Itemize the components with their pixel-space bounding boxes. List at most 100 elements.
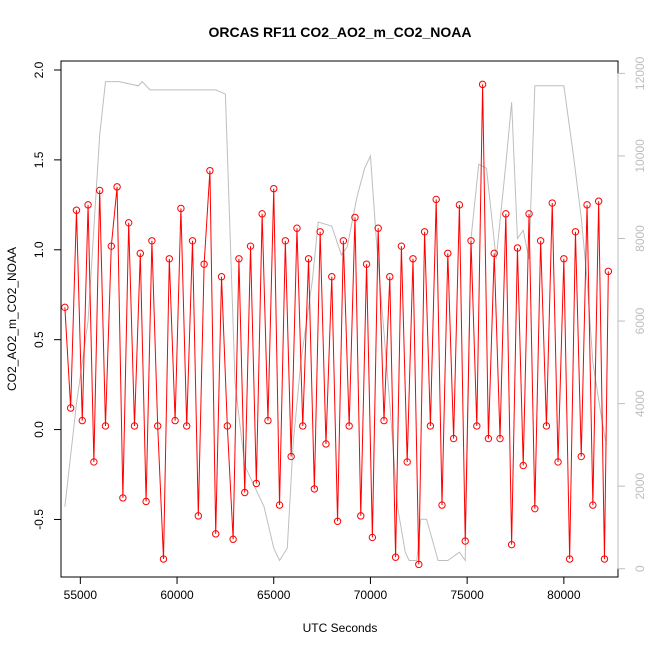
data-point: [467, 237, 475, 245]
data-point: [386, 273, 394, 281]
data-point: [403, 458, 411, 466]
data-point: [316, 228, 324, 236]
data-point: [554, 458, 562, 466]
data-point: [328, 273, 336, 281]
x-tick-label: 65000: [257, 588, 291, 602]
data-point: [531, 504, 539, 513]
data-point: [95, 186, 104, 195]
y-tick-label: 0.5: [32, 331, 46, 348]
data-point: [536, 237, 545, 245]
data-point: [513, 244, 522, 252]
data-point: [420, 228, 429, 236]
co2-difference-series: [61, 80, 613, 569]
data-point: [270, 184, 278, 193]
right-axis: 0 2000 4000 6000 8000 10000 12000: [617, 56, 647, 572]
y2-tick-label: 2000: [633, 473, 647, 500]
data-point: [542, 422, 551, 430]
data-point: [124, 219, 133, 227]
data-point: [177, 204, 185, 213]
y-tick-label: 1.5: [32, 151, 46, 168]
data-point: [577, 452, 585, 461]
data-point: [107, 242, 115, 250]
data-point: [502, 210, 510, 218]
y2-tick-label: 12000: [633, 56, 647, 90]
data-point: [525, 210, 533, 218]
data-point: [299, 422, 307, 430]
data-point: [84, 201, 92, 209]
y2-tick-label: 6000: [633, 307, 647, 334]
data-point: [461, 537, 469, 545]
data-point: [275, 501, 284, 509]
data-point: [600, 555, 609, 563]
data-point: [426, 422, 435, 430]
data-point: [357, 512, 365, 520]
data-point: [604, 267, 613, 276]
data-point: [183, 422, 191, 430]
data-point: [194, 512, 203, 520]
y2-tick-label: 0: [633, 565, 647, 572]
data-point: [130, 422, 139, 430]
data-point: [583, 201, 591, 209]
data-point: [362, 260, 371, 268]
data-point: [90, 458, 98, 466]
data-point: [293, 224, 301, 232]
data-point: [548, 199, 556, 207]
data-point: [142, 497, 150, 506]
data-point: [148, 237, 156, 245]
x-tick-label: 80000: [547, 588, 581, 602]
data-point: [235, 255, 243, 263]
data-point: [507, 540, 516, 549]
x-tick-label: 75000: [450, 588, 484, 602]
data-point: [345, 422, 353, 430]
data-point: [66, 404, 75, 412]
data-point: [241, 488, 249, 497]
y-tick-label: 0.0: [32, 421, 46, 438]
data-point: [374, 224, 382, 232]
data-point: [409, 255, 417, 263]
data-point: [490, 249, 498, 258]
x-tick-label: 70000: [354, 588, 388, 602]
data-point: [78, 416, 86, 425]
co2-difference-line: [64, 84, 609, 565]
data-point: [206, 166, 214, 175]
data-point: [101, 422, 110, 430]
data-point: [72, 206, 81, 214]
data-point: [165, 255, 174, 263]
data-point: [188, 237, 197, 245]
data-point: [565, 555, 574, 563]
data-point: [397, 242, 406, 250]
chart-title: ORCAS RF11 CO2_AO2_m_CO2_NOAA: [209, 24, 472, 40]
data-point: [322, 440, 330, 448]
data-point: [310, 485, 319, 493]
data-point: [287, 452, 295, 461]
y-tick-label: 2.0: [32, 61, 46, 78]
data-point: [571, 228, 580, 236]
data-point: [223, 422, 232, 430]
data-point: [391, 553, 400, 561]
data-point: [61, 303, 69, 312]
y-tick-label: 1.0: [32, 241, 46, 258]
data-point: [380, 416, 388, 425]
y2-tick-label: 8000: [633, 225, 647, 252]
data-point: [455, 201, 464, 209]
x-tick-label: 60000: [160, 588, 194, 602]
x-axis: 55000 60000 65000 70000 75000 80000: [64, 576, 581, 602]
data-point: [432, 195, 440, 204]
data-point: [438, 501, 446, 509]
data-point: [473, 422, 481, 430]
data-point: [113, 183, 121, 191]
data-point: [444, 249, 452, 258]
data-point: [217, 273, 226, 281]
x-tick-label: 55000: [64, 588, 98, 602]
data-point: [229, 535, 237, 543]
data-point: [519, 461, 527, 470]
y-tick-label: -0.5: [32, 509, 46, 530]
data-point: [478, 80, 487, 89]
data-point: [304, 255, 313, 263]
data-point: [333, 517, 342, 525]
data-point: [171, 416, 179, 425]
data-point: [594, 197, 603, 205]
y2-tick-label: 10000: [633, 139, 647, 173]
data-point: [258, 210, 266, 218]
